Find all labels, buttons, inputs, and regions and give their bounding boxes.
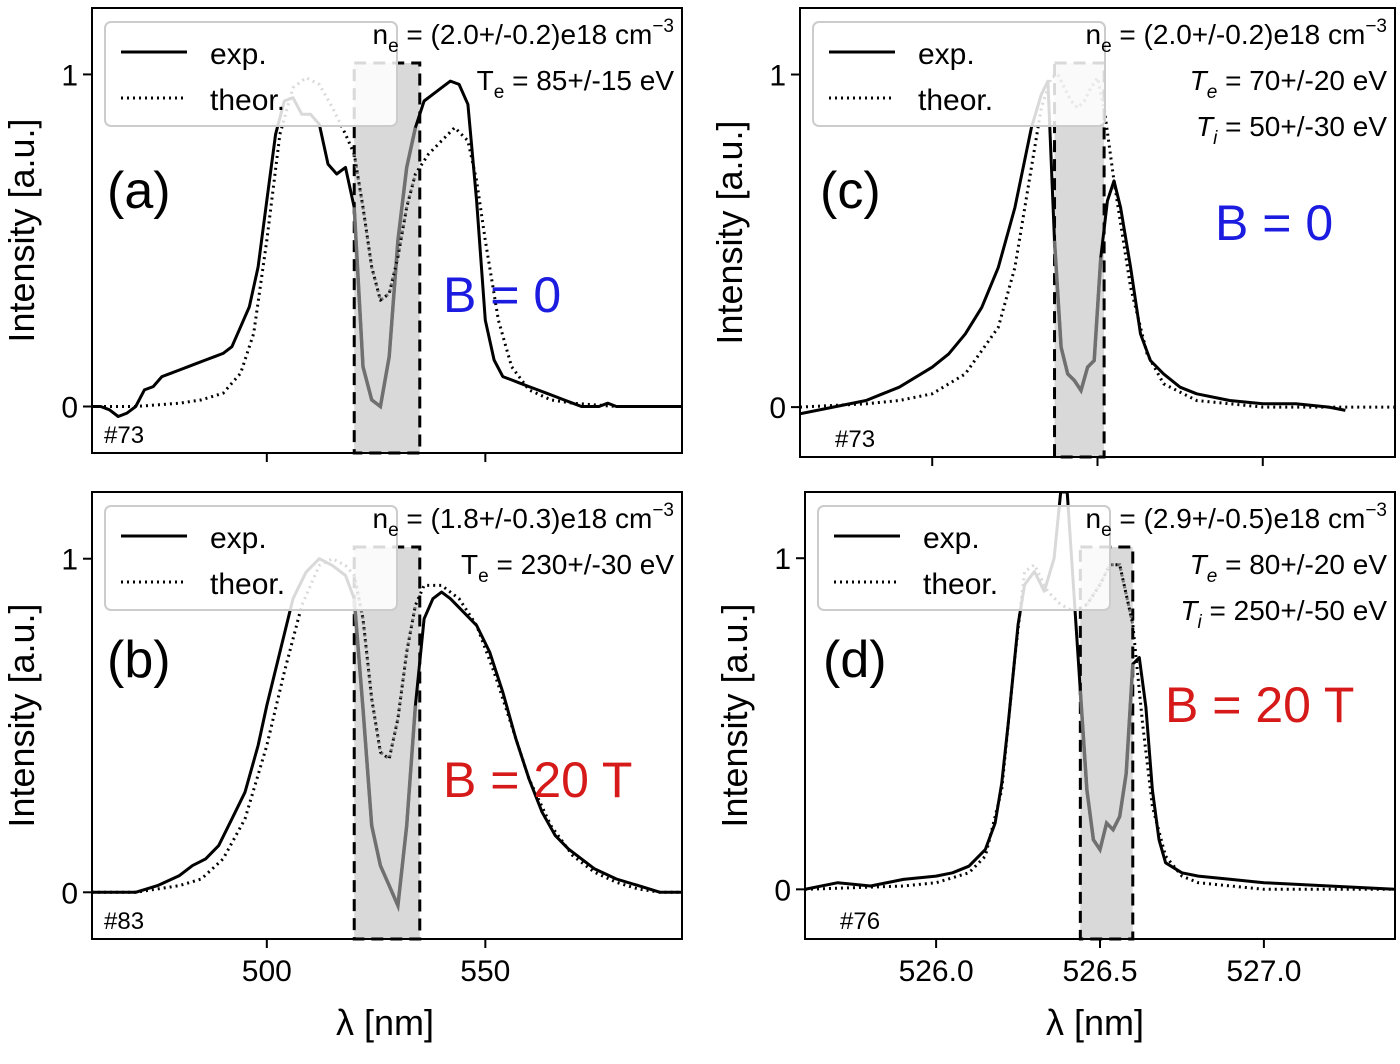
y-tick-label-b: 1 [61, 544, 78, 577]
legend-label-exp: exp. [923, 522, 980, 555]
legend-label-theory: theor. [923, 568, 998, 601]
x-tick-label-b: 500 [242, 955, 292, 988]
legend-label-exp: exp. [210, 38, 267, 71]
panel-label-b: (b) [107, 631, 171, 689]
y-axis-label-a: Intensity [a.u.] [1, 118, 42, 342]
shot-number-a: #73 [104, 422, 144, 449]
theory-line-a [92, 76, 682, 408]
panel-label-c: (c) [820, 162, 881, 220]
theory-line-c [800, 73, 1395, 409]
param-text-a: Te = 85+/-15 eV [477, 65, 675, 103]
legend-b [104, 505, 398, 611]
shot-number-d: #76 [840, 908, 880, 935]
shot-number-b: #83 [104, 908, 144, 935]
field-label-c: B = 0 [1215, 195, 1333, 251]
plot-area-d [805, 492, 1395, 891]
x-axis-label-right: λ [nm] [1046, 1002, 1144, 1043]
exp-masked-c [1052, 240, 1103, 395]
param-text-a: ne = (2.0+/-0.2)e18 cm−3 [372, 16, 674, 57]
masked-region-a [352, 61, 422, 455]
param-text-c: ne = (2.0+/-0.2)e18 cm−3 [1085, 16, 1387, 57]
exp-masked-b [352, 598, 418, 913]
param-text-b: ne = (1.8+/-0.3)e18 cm−3 [372, 500, 674, 541]
panel-d: 0 1 526.0 526.5 527.0 Intensity [a.u.] exp. the… [714, 491, 1396, 988]
param-text-d: Te = 80+/-20 eV [1190, 549, 1388, 587]
y-tick-label-b: 0 [61, 877, 78, 910]
field-label-a: B = 0 [443, 267, 561, 323]
param-text-c: Te = 70+/-20 eV [1190, 65, 1388, 103]
field-label-b: B = 20 T [443, 752, 632, 808]
plot-frame-b [91, 491, 683, 940]
y-tick-label-c: 1 [769, 60, 786, 93]
param-text-c: Ti = 50+/-30 eV [1196, 111, 1387, 149]
x-axis-label-left: λ [nm] [336, 1002, 434, 1043]
shot-number-c: #73 [835, 426, 875, 453]
param-text-b: Te = 230+/-30 eV [461, 549, 674, 587]
legend-label-exp: exp. [210, 522, 267, 555]
param-text-d: Ti = 250+/-50 eV [1180, 595, 1387, 633]
legend-label-exp: exp. [918, 38, 975, 71]
y-tick-label-a: 1 [61, 59, 78, 92]
param-text-d: ne = (2.9+/-0.5)e18 cm−3 [1085, 500, 1387, 541]
x-tick-label-b: 550 [460, 955, 510, 988]
x-tick-label-d: 527.0 [1226, 955, 1301, 988]
exp-masked-d [1078, 664, 1135, 854]
plot-area-b [92, 557, 682, 913]
plot-frame-a [91, 7, 683, 454]
panel-a: 0 1 Intensity [a.u.] exp. theor. ne = (2.0+/-… [1, 7, 683, 462]
y-axis-label-c: Intensity [a.u.] [709, 120, 750, 344]
plot-area-a [92, 76, 682, 418]
panel-label-d: (d) [823, 631, 887, 689]
exp-masked-a [352, 127, 418, 410]
theory-line-d [805, 563, 1395, 891]
y-tick-label-d: 1 [774, 543, 791, 576]
x-tick-label-d: 526.5 [1062, 955, 1137, 988]
y-axis-label-d: Intensity [a.u.] [714, 603, 755, 827]
legend-label-theory: theor. [210, 84, 285, 117]
x-tick-label-d: 526.0 [899, 955, 974, 988]
legend-a [104, 21, 398, 127]
y-tick-label-c: 0 [769, 392, 786, 425]
y-axis-label-b: Intensity [a.u.] [1, 603, 42, 827]
panel-label-a: (a) [107, 162, 171, 220]
field-label-d: B = 20 T [1165, 677, 1354, 733]
legend-c [812, 21, 1106, 127]
y-tick-label-a: 0 [61, 392, 78, 425]
panel-c: 0 1 Intensity [a.u.] exp. theor. ne = (2.0+/-… [709, 7, 1396, 466]
legend-label-theory: theor. [918, 84, 993, 117]
masked-region-c [1053, 61, 1106, 459]
legend-label-theory: theor. [210, 568, 285, 601]
legend-d [817, 505, 1111, 611]
panel-b: 0 1 500 550 Intensity [a.u.] exp. theor. ne = (… [1, 491, 683, 988]
y-tick-label-d: 0 [774, 874, 791, 907]
